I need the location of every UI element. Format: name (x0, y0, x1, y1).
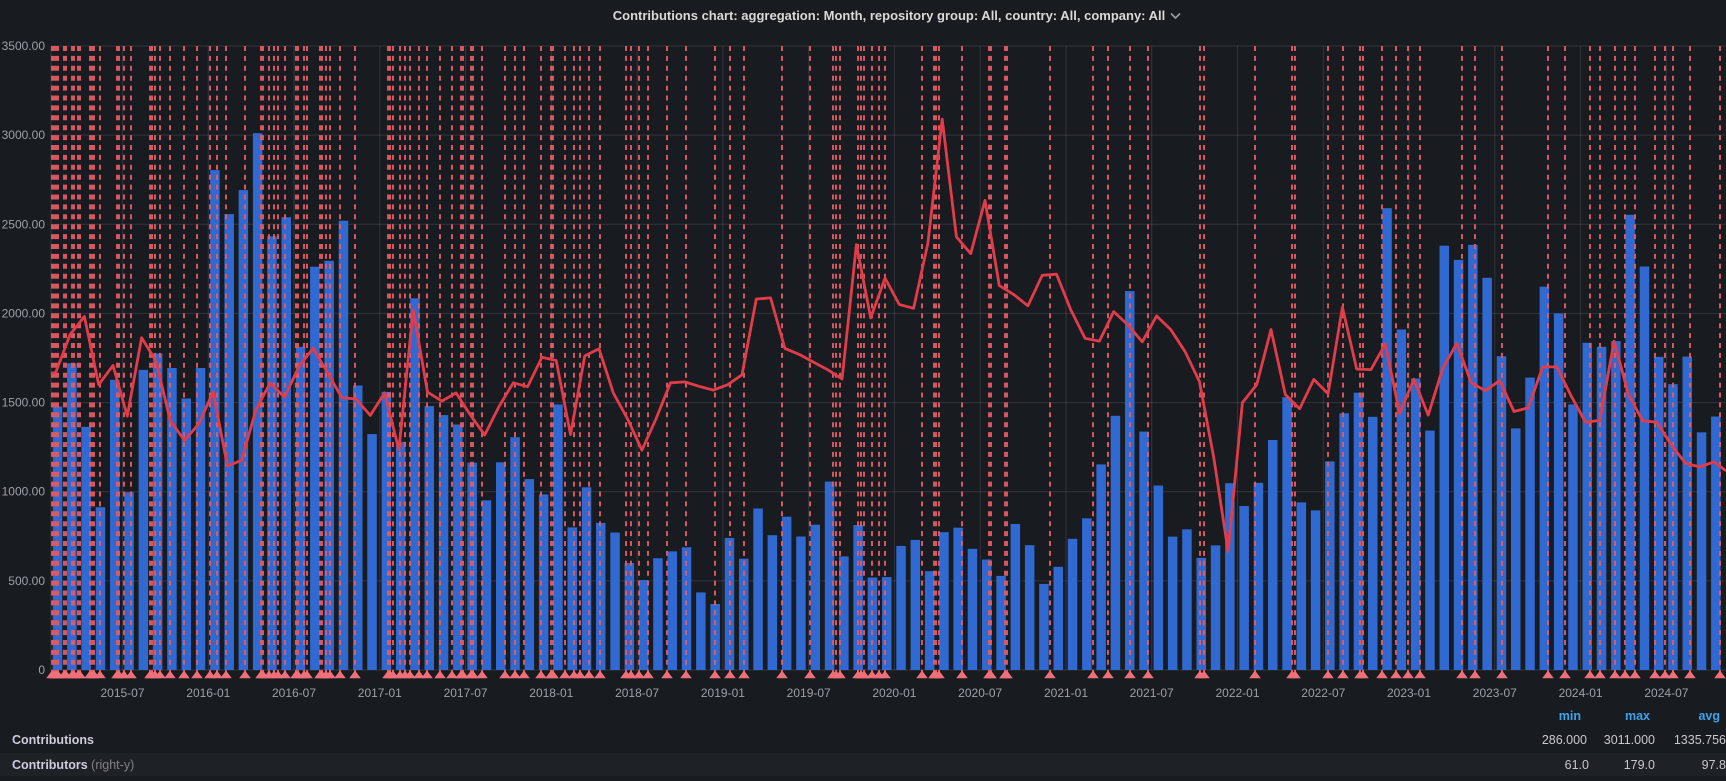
svg-text:2021-07: 2021-07 (1130, 686, 1174, 700)
svg-text:2500.00: 2500.00 (2, 217, 46, 231)
svg-text:2017-01: 2017-01 (358, 686, 402, 700)
svg-text:avg: avg (1698, 709, 1720, 723)
svg-text:2000.00: 2000.00 (2, 306, 46, 320)
svg-text:Contributors (right-y): Contributors (right-y) (12, 758, 134, 772)
svg-text:2022-07: 2022-07 (1301, 686, 1345, 700)
svg-text:61.0: 61.0 (1565, 758, 1589, 772)
svg-text:2023-07: 2023-07 (1473, 686, 1517, 700)
svg-text:2018-07: 2018-07 (615, 686, 659, 700)
svg-text:2017-07: 2017-07 (444, 686, 488, 700)
svg-text:1500.00: 1500.00 (2, 396, 46, 410)
svg-text:1335.756: 1335.756 (1674, 733, 1726, 747)
svg-text:2016-07: 2016-07 (272, 686, 316, 700)
svg-text:179.0: 179.0 (1624, 758, 1655, 772)
svg-text:2019-01: 2019-01 (701, 686, 745, 700)
svg-text:0: 0 (38, 663, 45, 677)
svg-text:2020-01: 2020-01 (872, 686, 916, 700)
svg-text:max: max (1625, 709, 1650, 723)
svg-text:min: min (1559, 709, 1581, 723)
svg-text:1000.00: 1000.00 (2, 485, 46, 499)
svg-text:3000.00: 3000.00 (2, 128, 46, 142)
svg-text:Contributions chart: aggregati: Contributions chart: aggregation: Month,… (613, 8, 1166, 23)
svg-text:2020-07: 2020-07 (958, 686, 1002, 700)
svg-text:500.00: 500.00 (8, 574, 45, 588)
svg-text:2022-01: 2022-01 (1215, 686, 1259, 700)
svg-text:3011.000: 3011.000 (1604, 733, 1655, 747)
svg-text:2018-01: 2018-01 (529, 686, 573, 700)
svg-text:2024-01: 2024-01 (1559, 686, 1603, 700)
svg-text:2016-01: 2016-01 (186, 686, 230, 700)
svg-text:2015-07: 2015-07 (100, 686, 144, 700)
svg-text:97.8: 97.8 (1702, 758, 1726, 772)
svg-text:Contributions: Contributions (12, 733, 94, 747)
svg-text:2021-01: 2021-01 (1044, 686, 1088, 700)
svg-text:2019-07: 2019-07 (787, 686, 831, 700)
svg-text:2023-01: 2023-01 (1387, 686, 1431, 700)
svg-text:2024-07: 2024-07 (1644, 686, 1688, 700)
svg-text:286.000: 286.000 (1542, 733, 1587, 747)
svg-text:3500.00: 3500.00 (2, 39, 46, 53)
